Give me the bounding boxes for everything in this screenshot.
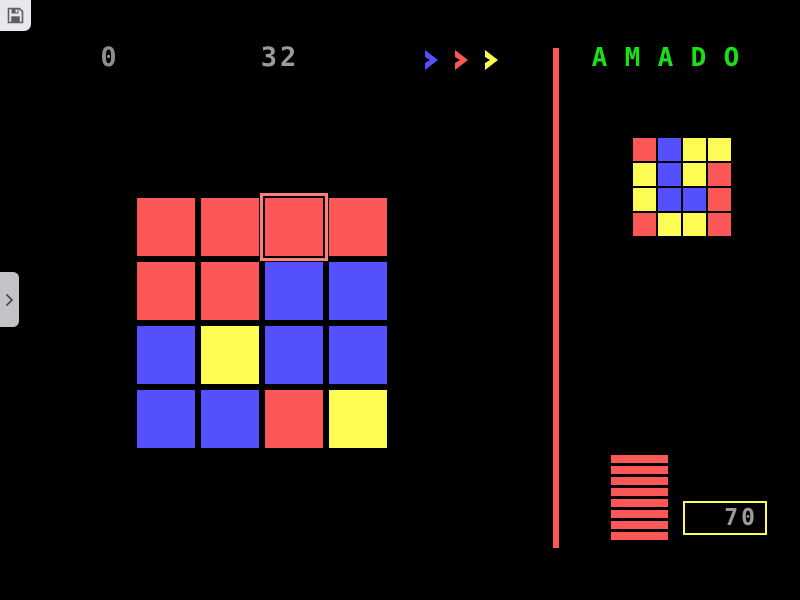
board-cell[interactable] [329,262,387,320]
target-pattern-board [633,138,731,236]
target-cell [683,213,706,236]
target-cell [633,163,656,186]
chevron-yellow-icon [483,48,508,72]
board-cell[interactable] [201,326,259,384]
target-cell [708,138,731,161]
board-cell[interactable] [201,198,259,256]
score-left: 0 [100,42,120,73]
counter-box: 70 [683,501,767,535]
save-button[interactable] [0,0,31,31]
word-letter: D [690,43,707,73]
timer-bar [611,521,668,529]
counter-value: 70 [724,505,758,531]
arrow-queue [423,47,508,73]
word-letter: A [591,43,608,73]
board-cell[interactable] [265,262,323,320]
word-letter: M [624,43,641,73]
timer-bar [611,477,668,485]
timer-bar [611,499,668,507]
target-cell [683,138,706,161]
chevron-right-icon [5,293,14,307]
target-cell [708,213,731,236]
target-cell [658,163,681,186]
floppy-disk-icon [7,7,24,24]
timer-bar [611,466,668,474]
board-cell[interactable] [329,326,387,384]
board-cell[interactable] [329,390,387,448]
timer-bar [611,532,668,540]
chevron-blue-icon [423,48,448,72]
target-cell [683,188,706,211]
word-letter: O [723,43,740,73]
board-cell[interactable] [137,262,195,320]
target-cell [658,213,681,236]
target-cell [683,163,706,186]
vertical-divider [553,48,559,548]
target-cell [633,213,656,236]
board-cell[interactable] [329,198,387,256]
board-cell[interactable] [265,390,323,448]
word-letter: A [657,43,674,73]
timer-bar [611,455,668,463]
board-cell[interactable] [265,326,323,384]
board-cell[interactable] [201,390,259,448]
target-cell [658,188,681,211]
timer-meter [611,455,668,540]
board-cell[interactable] [201,262,259,320]
target-cell [633,188,656,211]
board-cell[interactable] [137,326,195,384]
board-cell[interactable] [137,198,195,256]
target-cell [708,188,731,211]
timer-bar [611,510,668,518]
sidebar-expander-tab[interactable] [0,272,19,327]
target-cell [708,163,731,186]
board-cell[interactable] [137,390,195,448]
timer-bar [611,488,668,496]
score-center: 32 [260,42,300,73]
board-cell-selected[interactable] [260,193,328,261]
target-cell [633,138,656,161]
chevron-red-icon [453,48,478,72]
word-display: A M A D O [590,42,741,74]
main-board[interactable] [137,193,387,448]
target-cell [658,138,681,161]
